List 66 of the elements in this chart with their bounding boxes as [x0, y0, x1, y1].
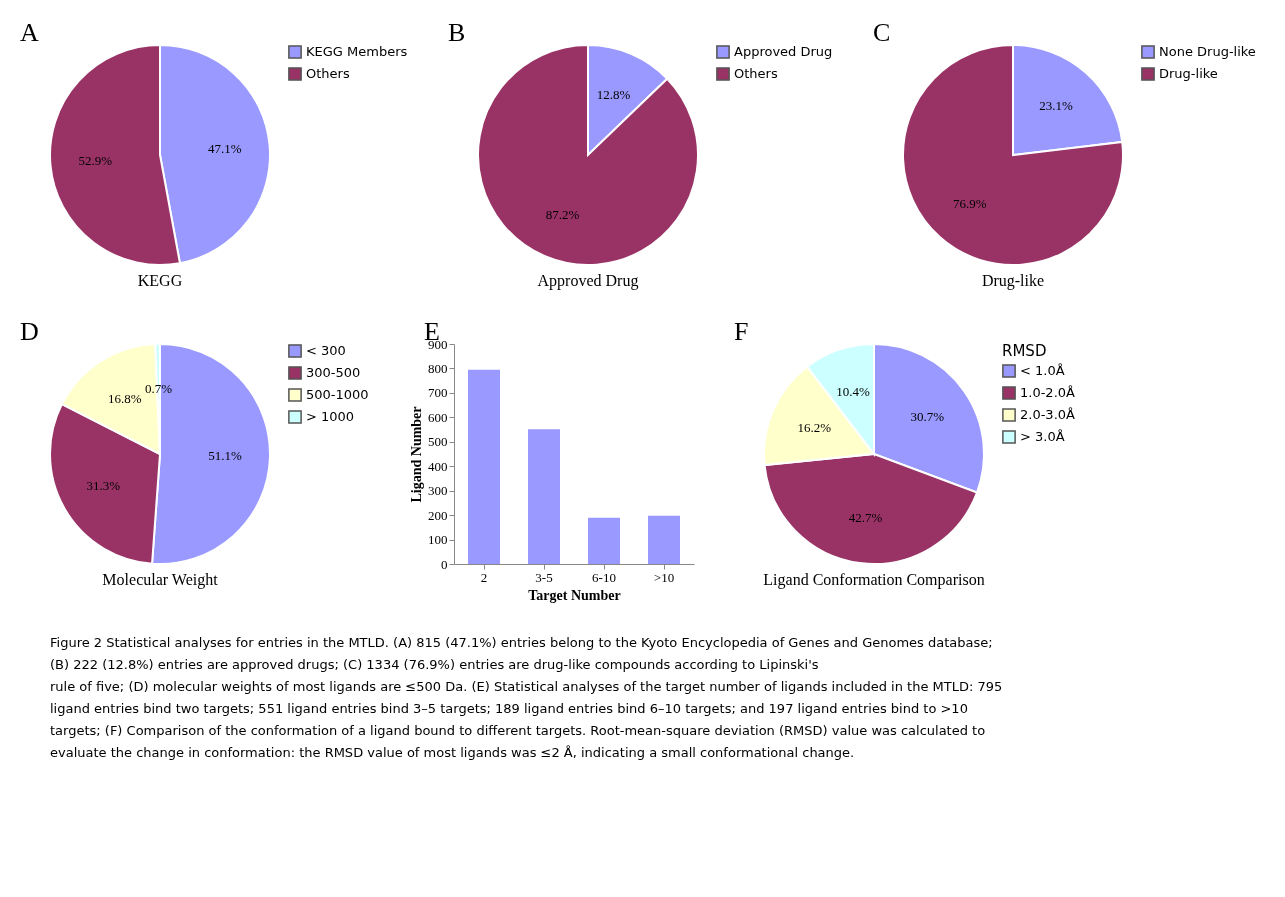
- text: B: [448, 18, 466, 47]
- pie-slice: [902, 44, 1124, 266]
- bar: [588, 517, 620, 564]
- data-label: 16.8%: [108, 391, 142, 407]
- legend-label: < 300: [306, 343, 346, 358]
- x-axis-title: Target Number: [528, 587, 621, 603]
- data-label: 47.1%: [207, 141, 242, 157]
- legend-label: None Drug-like: [1159, 44, 1256, 59]
- legend-label: > 3.0Å: [1020, 429, 1065, 444]
- data-label: 42.7%: [848, 510, 883, 526]
- data-label: 31.3%: [86, 477, 121, 493]
- text: D: [20, 317, 39, 346]
- y-tick-label: 700: [428, 385, 448, 401]
- legend-label: < 1.0Å: [1020, 363, 1065, 378]
- text: Drug-like: [981, 272, 1045, 290]
- legend-label: Others: [306, 66, 350, 81]
- data-label: 52.9%: [78, 152, 113, 168]
- legend-label: Drug-like: [1159, 66, 1218, 81]
- y-tick-label: 300: [428, 483, 448, 499]
- text: ligand entries bind two targets; 551 ligand entries bind 3–5 targets; 189 ligand entries bind 6–10 targets; and 197 ligand entries bind to >10: [50, 701, 968, 716]
- legend-label: 500-1000: [306, 387, 369, 402]
- legend-label: Approved Drug: [734, 44, 833, 59]
- text: KEGG: [137, 272, 183, 289]
- x-tick-label: 3-5: [535, 569, 553, 585]
- legend-label: KEGG Members: [306, 44, 408, 59]
- y-tick-label: 0: [441, 556, 448, 572]
- x-tick-label: 2: [480, 569, 488, 585]
- text: targets; (F) Comparison of the conformation of a ligand bound to different targets. Root-mean-square deviation (RMSD) value was calculated to: [50, 723, 986, 738]
- bar: [528, 429, 560, 564]
- x-tick-label: 6-10: [592, 569, 616, 585]
- y-tick-label: 200: [428, 507, 448, 523]
- x-tick-label: >10: [653, 569, 675, 585]
- data-label: 76.9%: [953, 195, 987, 211]
- text: F: [734, 317, 749, 346]
- legend-label: 1.0-2.0Å: [1020, 385, 1076, 400]
- data-label: 30.7%: [910, 408, 945, 424]
- text: C: [873, 18, 891, 47]
- pie-slice: [477, 44, 699, 266]
- legend-label: Others: [734, 66, 778, 81]
- data-label: 16.2%: [797, 420, 832, 436]
- y-tick-label: 600: [428, 409, 448, 425]
- legend-label: > 1000: [306, 409, 355, 424]
- data-label: 87.2%: [545, 206, 580, 222]
- y-axis-title: Ligand Number: [409, 406, 424, 503]
- data-label: 12.8%: [596, 87, 631, 103]
- y-tick-label: 100: [428, 532, 448, 548]
- text: Ligand Conformation Comparison: [763, 571, 985, 589]
- bar: [648, 515, 680, 564]
- legend-label: 2.0-3.0Å: [1020, 407, 1076, 422]
- y-tick-label: 500: [428, 434, 448, 450]
- text: Molecular Weight: [102, 571, 219, 589]
- text: A: [20, 18, 39, 47]
- text: Approved Drug: [537, 272, 639, 290]
- y-tick-label: 400: [428, 458, 448, 474]
- legend-label: 300-500: [306, 365, 361, 380]
- legend-title: RMSD: [1002, 342, 1047, 360]
- data-label: 0.7%: [145, 381, 173, 397]
- text: rule of five; (D) molecular weights of most ligands are ≤500 Da. (E) Statistical analyses of the target number of ligands included in the MTLD: 795: [50, 679, 1003, 694]
- caption: Figure 2 Statistical analyses for entries in the MTLD. (A) 815 (47.1%) entries belong to the Kyoto Encyclopedia of Genes and Genomes database;: [50, 635, 993, 650]
- text: evaluate the change in conformation: the RMSD value of most ligands was ≤2 Å, indicating a small conformational change.: [50, 745, 855, 760]
- data-label: 51.1%: [208, 448, 242, 464]
- data-label: 10.4%: [836, 384, 871, 400]
- y-tick-label: 800: [428, 360, 448, 376]
- text: (B) 222 (12.8%) entries are approved drugs; (C) 1334 (76.9%) entries are drug-like compounds according to Lipinski's: [50, 657, 819, 672]
- data-label: 23.1%: [1039, 98, 1074, 114]
- bar: [468, 369, 500, 564]
